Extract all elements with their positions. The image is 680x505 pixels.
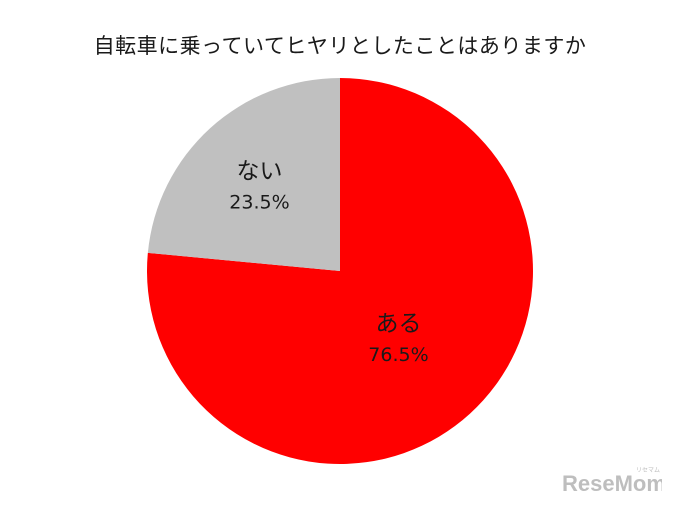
chart-title: 自転車に乗っていてヒヤリとしたことはありますか [93,34,587,58]
resemom-logo-mark: ReseMom リセマム [562,467,662,495]
slice-value-nai: 23.5% [229,191,289,213]
resemom-logo-text: ReseMom [562,471,662,495]
slice-nai [147,78,340,271]
resemom-logo: ReseMom リセマム [562,465,662,495]
slice-label-nai: ない [236,158,282,184]
slice-label-aru: ある [375,311,421,337]
resemom-logo-kana: リセマム [636,467,660,474]
slice-value-aru: 76.5% [368,344,428,366]
